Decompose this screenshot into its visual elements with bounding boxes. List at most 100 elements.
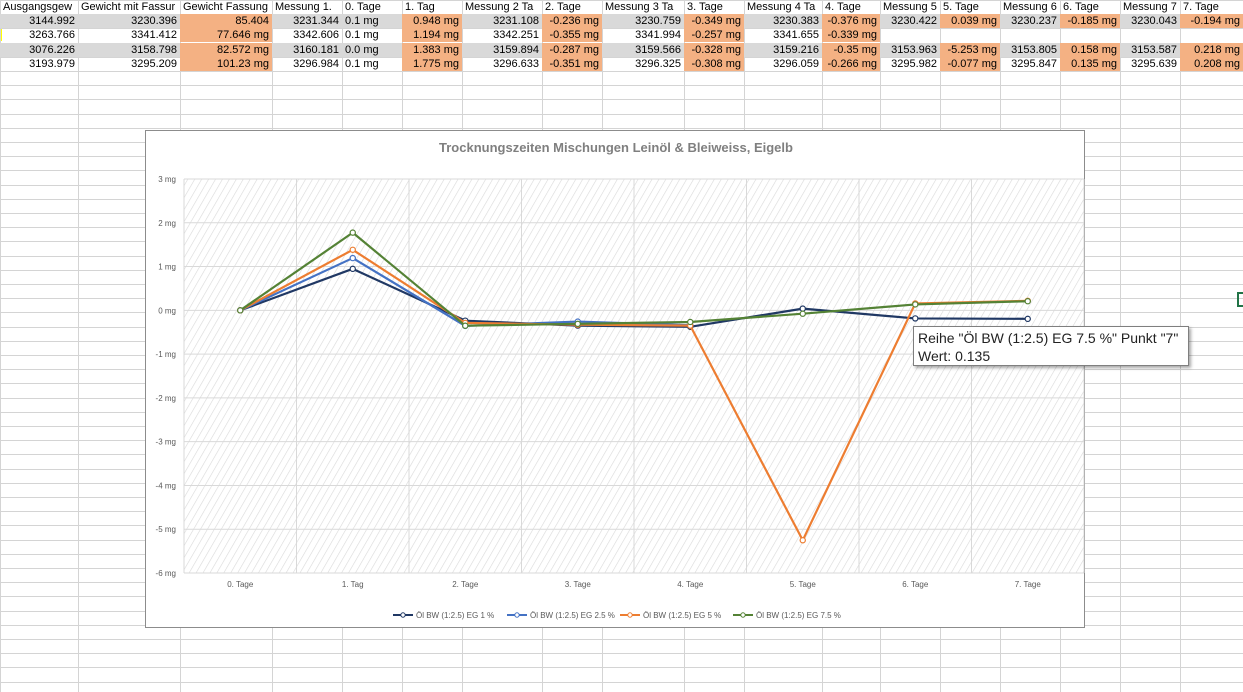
header-cell[interactable]: Messung 4 Ta [747, 1, 816, 13]
table-cell[interactable] [1000, 28, 1060, 42]
table-cell[interactable]: 3144.992 [29, 15, 75, 28]
table-cell[interactable]: -0.376 mg [822, 14, 880, 29]
table-cell[interactable]: 3295.847 [1011, 57, 1057, 70]
chart-title: Trocknungszeiten Mischungen Leinöl & Ble… [439, 140, 793, 155]
table-cell[interactable]: 101.23 mg [180, 56, 272, 71]
table-cell[interactable]: 0.1 mg [345, 15, 379, 28]
header-cell[interactable]: 2. Tage [545, 1, 581, 13]
table-cell[interactable]: 3159.566 [635, 43, 681, 56]
table-cell[interactable]: 3295.209 [131, 57, 177, 70]
table-cell[interactable]: 3230.422 [891, 15, 937, 28]
table-cell[interactable]: 3263.766 [29, 29, 75, 42]
table-cell[interactable]: 3341.412 [131, 29, 177, 42]
table-cell[interactable]: 0.208 mg [1180, 56, 1243, 71]
table-cell[interactable]: 3231.344 [293, 15, 339, 28]
header-cell[interactable]: 6. Tage [1063, 1, 1099, 13]
table-cell[interactable]: 3076.226 [29, 43, 75, 56]
header-cell[interactable]: 0. Tage [345, 1, 381, 13]
table-cell[interactable]: -0.339 mg [822, 28, 880, 43]
table-cell[interactable]: -0.287 mg [542, 42, 602, 57]
header-cell[interactable]: 4. Tage [825, 1, 861, 13]
table-cell[interactable]: -0.194 mg [1180, 14, 1243, 29]
table-cell[interactable]: 0.948 mg [402, 14, 462, 29]
table-cell[interactable]: 3153.805 [1011, 43, 1057, 56]
table-cell[interactable]: 0.039 mg [940, 14, 1000, 29]
data-point [799, 305, 806, 312]
table-cell[interactable]: 3159.894 [493, 43, 539, 56]
table-cell[interactable]: -0.351 mg [542, 56, 602, 71]
table-cell[interactable]: 3295.639 [1131, 57, 1177, 70]
table-cell[interactable]: 3342.251 [493, 29, 539, 42]
selection-handle[interactable] [1237, 292, 1243, 307]
table-cell[interactable]: 0.218 mg [1180, 42, 1243, 57]
table-cell[interactable]: 3153.587 [1131, 43, 1177, 56]
table-cell[interactable]: -0.308 mg [684, 56, 744, 71]
header-cell[interactable]: Gewicht mit Fassur [81, 1, 176, 13]
header-cell[interactable]: 3. Tage [687, 1, 723, 13]
table-cell[interactable]: 1.383 mg [402, 42, 462, 57]
table-cell[interactable]: 3230.396 [131, 15, 177, 28]
table-cell[interactable]: 3230.043 [1131, 15, 1177, 28]
header-cell[interactable]: 5. Tage [943, 1, 979, 13]
table-cell[interactable] [1120, 28, 1180, 42]
table-cell[interactable]: 3341.655 [773, 29, 819, 42]
header-cell[interactable]: 7. Tage [1183, 1, 1219, 13]
table-cell[interactable]: -0.266 mg [822, 56, 880, 71]
series-line [239, 248, 1028, 542]
table-cell[interactable]: -0.35 mg [822, 42, 880, 57]
table-cell[interactable]: 3153.963 [891, 43, 937, 56]
header-cell[interactable]: Messung 1. [275, 1, 332, 13]
table-cell[interactable]: 0.1 mg [345, 29, 379, 42]
table-cell[interactable]: 1.775 mg [402, 56, 462, 71]
table-cell[interactable]: -0.349 mg [684, 14, 744, 29]
table-cell[interactable]: 3296.059 [773, 57, 819, 70]
table-cell[interactable]: 82.572 mg [180, 42, 272, 57]
table-cell[interactable] [880, 28, 940, 42]
header-cell[interactable]: Messung 3 Ta [605, 1, 674, 13]
table-cell[interactable] [1180, 28, 1243, 42]
table-cell[interactable]: 3193.979 [29, 57, 75, 70]
header-cell[interactable]: 1. Tag [405, 1, 435, 13]
table-cell[interactable]: 3296.325 [635, 57, 681, 70]
table-cell[interactable]: 3295.982 [891, 57, 937, 70]
table-cell[interactable]: 3159.216 [773, 43, 819, 56]
data-point [912, 315, 919, 322]
table-cell[interactable]: 0.158 mg [1060, 42, 1120, 57]
table-cell[interactable]: 1.194 mg [402, 28, 462, 43]
table-cell[interactable]: 3158.798 [131, 43, 177, 56]
table-cell[interactable]: -0.257 mg [684, 28, 744, 43]
table-cell[interactable] [940, 28, 1000, 42]
header-cell[interactable]: Messung 5 [883, 1, 937, 13]
table-cell[interactable]: -0.328 mg [684, 42, 744, 57]
table-cell[interactable]: -0.077 mg [940, 56, 1000, 71]
table-cell[interactable]: 3341.994 [635, 29, 681, 42]
row-marker [0, 28, 2, 41]
x-tick-label: 1. Tag [342, 580, 364, 589]
table-cell[interactable]: 0.135 mg [1060, 56, 1120, 71]
table-cell[interactable] [1060, 28, 1120, 42]
line-chart[interactable]: Trocknungszeiten Mischungen Leinöl & Ble… [145, 130, 1085, 628]
table-cell[interactable]: 3230.237 [1011, 15, 1057, 28]
header-cell[interactable]: Messung 2 Ta [465, 1, 534, 13]
table-cell[interactable]: 0.1 mg [345, 57, 379, 70]
table-cell[interactable]: 0.0 mg [345, 43, 379, 56]
table-cell[interactable]: 3342.606 [293, 29, 339, 42]
table-cell[interactable]: 3230.759 [635, 15, 681, 28]
data-point [1024, 298, 1031, 305]
table-cell[interactable]: -0.355 mg [542, 28, 602, 43]
table-cell[interactable]: 77.646 mg [180, 28, 272, 43]
header-cell[interactable]: Ausgangsgew [3, 1, 73, 13]
header-cell[interactable]: Messung 6 [1003, 1, 1057, 13]
table-cell[interactable]: -0.185 mg [1060, 14, 1120, 29]
table-cell[interactable]: 85.404 [180, 14, 272, 29]
table-cell[interactable]: 3230.383 [773, 15, 819, 28]
table-cell[interactable]: 3231.108 [493, 15, 539, 28]
table-cell[interactable]: -5.253 mg [940, 42, 1000, 57]
table-cell[interactable]: 3296.633 [493, 57, 539, 70]
table-cell[interactable]: -0.236 mg [542, 14, 602, 29]
header-cell[interactable]: Messung 7 [1123, 1, 1177, 13]
table-cell[interactable]: 3296.984 [293, 57, 339, 70]
row-gridline [0, 639, 1243, 640]
header-cell[interactable]: Gewicht Fassung [183, 1, 268, 13]
table-cell[interactable]: 3160.181 [293, 43, 339, 56]
